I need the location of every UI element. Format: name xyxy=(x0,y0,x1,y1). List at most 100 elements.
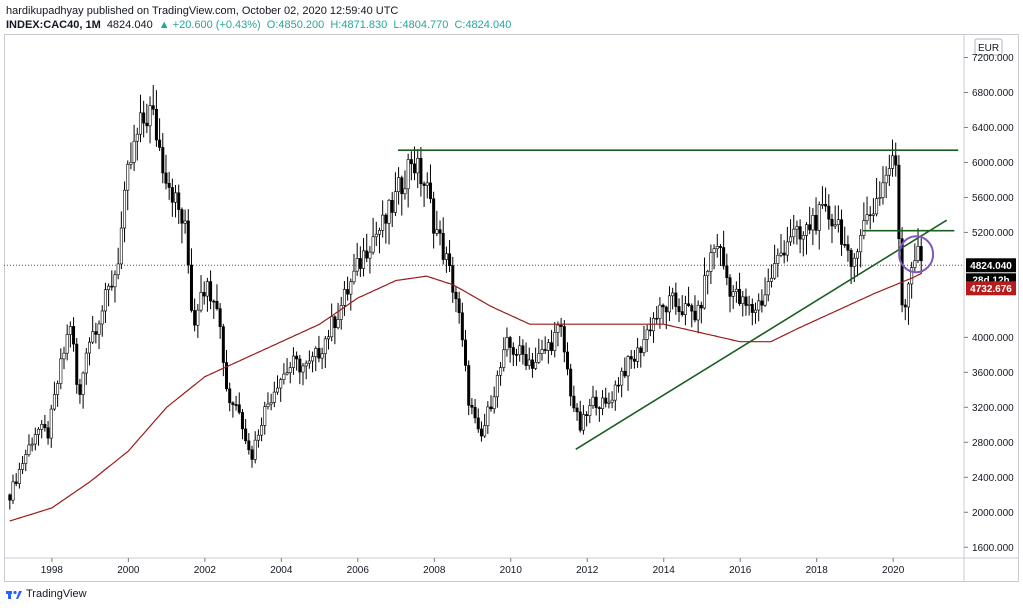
x-tick-label: 2002 xyxy=(194,565,217,576)
candle-body xyxy=(186,220,190,266)
candle-body xyxy=(741,296,745,304)
candle-body xyxy=(212,300,216,303)
candle xyxy=(476,408,480,433)
chart-header: hardikupadhyay published on TradingView.… xyxy=(6,4,514,32)
candle xyxy=(250,445,254,468)
candle xyxy=(875,177,879,217)
candle xyxy=(696,300,700,334)
candle-body xyxy=(878,197,882,199)
currency-box[interactable] xyxy=(974,38,1003,56)
candle-body xyxy=(365,250,369,259)
candle xyxy=(358,246,362,277)
candle-body xyxy=(664,306,668,313)
candle-body xyxy=(435,229,439,234)
candle xyxy=(760,289,764,313)
candle-body xyxy=(193,310,197,326)
candle xyxy=(891,139,895,177)
candle xyxy=(859,229,863,268)
candle-body xyxy=(225,362,229,390)
published-line: hardikupadhyay published on TradingView.… xyxy=(6,5,399,17)
high-value: H:4871.830 xyxy=(330,19,388,31)
candle-body xyxy=(795,226,799,230)
candle xyxy=(903,299,907,321)
candle xyxy=(540,339,544,361)
candle-body xyxy=(820,204,824,206)
candle xyxy=(846,235,850,262)
candle-body xyxy=(84,352,88,374)
x-tick-label: 1998 xyxy=(41,565,64,576)
candle xyxy=(342,281,346,316)
candle xyxy=(21,455,25,474)
candle xyxy=(422,181,426,207)
candle xyxy=(801,231,805,257)
candle xyxy=(333,315,337,345)
candle xyxy=(167,171,171,200)
candle-body xyxy=(677,306,681,312)
change-value: +20.600 (+0.43%) xyxy=(172,19,261,31)
candle-body xyxy=(250,449,254,460)
ohlc-line: INDEX:CAC40, 1M 4824.040 ▲ +20.600 (+0.43… xyxy=(6,18,514,32)
tradingview-logo-icon xyxy=(6,590,22,599)
candle-body xyxy=(457,298,461,314)
candle xyxy=(393,172,397,217)
candle-body xyxy=(483,425,487,437)
candle xyxy=(352,253,356,285)
candle-body xyxy=(215,300,219,309)
candle-body xyxy=(374,233,378,238)
candle xyxy=(94,322,98,344)
candle xyxy=(263,401,267,435)
candle xyxy=(91,315,95,345)
candle xyxy=(677,298,681,322)
candle xyxy=(776,248,780,278)
candle xyxy=(741,290,745,317)
candle xyxy=(897,155,901,251)
candle-body xyxy=(464,339,468,366)
candle xyxy=(575,403,579,421)
up-arrow-icon: ▲ xyxy=(158,19,170,31)
currency-label[interactable]: EUR xyxy=(978,43,999,54)
candle-body xyxy=(683,303,687,315)
candle-body xyxy=(884,174,888,184)
candle xyxy=(728,274,732,313)
candle xyxy=(186,209,190,274)
moving-average-line xyxy=(9,272,923,522)
y-tick-label: 2400.000 xyxy=(972,473,1014,484)
candle-body xyxy=(489,406,493,410)
candle xyxy=(789,219,793,246)
candle-body xyxy=(362,250,366,269)
candle-body xyxy=(444,253,448,260)
candle-body xyxy=(448,253,452,266)
candle xyxy=(240,409,244,440)
candle-body xyxy=(103,289,107,312)
candle xyxy=(671,287,675,310)
candle-body xyxy=(769,277,773,282)
candle-body xyxy=(352,270,356,283)
candle-body xyxy=(575,407,579,413)
x-tick-label: 2000 xyxy=(117,565,140,576)
candle-body xyxy=(164,172,168,184)
candle-body xyxy=(441,232,445,260)
candle-body xyxy=(728,277,732,297)
candle-body xyxy=(154,108,158,141)
candle xyxy=(527,347,531,370)
candle-body xyxy=(855,251,859,259)
candle-body xyxy=(470,405,474,408)
candle-body xyxy=(158,139,162,148)
candle xyxy=(84,347,88,385)
y-tick-label: 6400.000 xyxy=(972,123,1014,134)
candle-body xyxy=(298,358,302,373)
candle xyxy=(464,330,468,372)
candle xyxy=(792,214,796,245)
candle-body xyxy=(537,353,541,363)
candle xyxy=(655,306,659,325)
candle xyxy=(158,118,162,152)
candle xyxy=(833,205,837,230)
candle-body xyxy=(534,361,538,369)
candle-body xyxy=(349,281,353,295)
candle-body xyxy=(572,395,576,409)
candle xyxy=(754,302,758,324)
candle xyxy=(667,286,671,322)
candle xyxy=(46,420,50,445)
candle xyxy=(397,167,401,205)
